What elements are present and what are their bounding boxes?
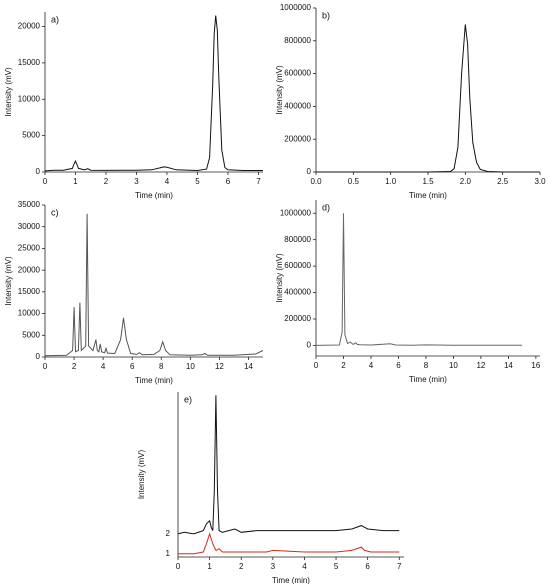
y-tick-label: 30000 — [18, 222, 41, 231]
trace — [315, 213, 523, 346]
x-tick-label: 0.5 — [348, 177, 360, 186]
y-tick-label: 600000 — [284, 69, 311, 78]
x-tick-label: 3 — [134, 177, 139, 186]
x-tick-label: 8 — [159, 362, 164, 371]
x-tick-label: 5 — [334, 562, 339, 571]
x-tick-label: 6 — [396, 361, 401, 370]
x-tick-label: 0 — [43, 177, 48, 186]
trace — [178, 532, 400, 555]
y-tick-label: 1000000 — [280, 208, 312, 217]
x-tick-label: 3 — [271, 562, 276, 571]
y-axis-label: Intensity (mV) — [4, 67, 13, 117]
x-axis-label: Time (min) — [272, 576, 310, 584]
x-tick-label: 2.0 — [460, 177, 472, 186]
y-tick-label: 25000 — [18, 244, 41, 253]
x-tick-label: 14 — [244, 362, 253, 371]
x-tick-label: 1.0 — [385, 177, 397, 186]
x-tick-label: 2 — [341, 361, 346, 370]
y-tick-label: 5000 — [22, 131, 40, 140]
y-tick-label: 5000 — [22, 330, 40, 339]
x-tick-label: 6 — [130, 362, 135, 371]
y-tick-label: 400000 — [284, 288, 311, 297]
x-tick-label: 2 — [72, 362, 77, 371]
y-tick-label: 15000 — [18, 58, 41, 67]
y-axis-label: Intensity (mV) — [275, 65, 284, 115]
x-tick-label: 10 — [449, 361, 458, 370]
x-tick-label: 4 — [101, 362, 106, 371]
y-tick-label: 0 — [307, 341, 312, 350]
x-axis-label: Time (min) — [135, 191, 173, 200]
x-axis-label: Time (min) — [409, 375, 447, 384]
x-tick-label: 2.5 — [497, 177, 509, 186]
x-tick-label: 3.0 — [534, 177, 546, 186]
series-label: 1 — [166, 549, 171, 558]
trace — [44, 213, 264, 357]
x-tick-label: 8 — [424, 361, 429, 370]
x-tick-label: 4 — [369, 361, 374, 370]
y-tick-label: 200000 — [284, 134, 311, 143]
y-tick-label: 200000 — [284, 314, 311, 323]
x-tick-label: 1 — [207, 562, 212, 571]
y-tick-label: 0 — [36, 167, 41, 176]
y-axis-label: Intensity (mV) — [137, 449, 146, 499]
x-tick-label: 2 — [239, 562, 244, 571]
y-tick-label: 20000 — [18, 22, 41, 31]
y-tick-label: 35000 — [18, 200, 41, 209]
y-tick-label: 10000 — [18, 309, 41, 318]
x-axis-label: Time (min) — [409, 191, 447, 200]
x-tick-label: 0 — [314, 361, 319, 370]
panel-label: a) — [51, 14, 59, 24]
y-tick-label: 600000 — [284, 261, 311, 270]
panel-label: c) — [51, 207, 59, 217]
x-tick-label: 0 — [43, 362, 48, 371]
series-label: 2 — [166, 529, 171, 538]
y-tick-label: 10000 — [18, 94, 41, 103]
y-tick-label: 0 — [307, 167, 312, 176]
x-tick-label: 14 — [504, 361, 513, 370]
y-tick-label: 20000 — [18, 265, 41, 274]
x-tick-label: 1.5 — [422, 177, 434, 186]
y-tick-label: 1000000 — [280, 3, 312, 12]
panel-label: d) — [322, 202, 330, 212]
y-tick-label: 800000 — [284, 235, 311, 244]
x-tick-label: 10 — [186, 362, 195, 371]
x-tick-label: 0 — [176, 562, 181, 571]
x-tick-label: 16 — [531, 361, 540, 370]
x-tick-label: 6 — [365, 562, 370, 571]
y-axis-label: Intensity (mV) — [4, 256, 13, 306]
x-tick-label: 12 — [476, 361, 485, 370]
x-tick-label: 4 — [302, 562, 307, 571]
x-tick-label: 5 — [195, 177, 200, 186]
x-tick-label: 12 — [215, 362, 224, 371]
y-axis-label: Intensity (mV) — [275, 253, 284, 303]
trace — [177, 395, 400, 535]
x-tick-label: 6 — [226, 177, 231, 186]
x-tick-label: 7 — [256, 177, 261, 186]
panel-label: e) — [184, 394, 192, 404]
x-tick-label: 2 — [104, 177, 109, 186]
y-tick-label: 0 — [36, 352, 41, 361]
trace — [316, 24, 540, 173]
y-tick-label: 400000 — [284, 102, 311, 111]
x-axis-label: Time (min) — [135, 376, 173, 385]
x-tick-label: 4 — [165, 177, 170, 186]
panel-label: b) — [322, 10, 330, 20]
x-tick-label: 7 — [397, 562, 402, 571]
x-tick-label: 0.0 — [310, 177, 322, 186]
trace — [44, 15, 263, 172]
y-tick-label: 15000 — [18, 287, 41, 296]
x-tick-label: 1 — [73, 177, 78, 186]
y-tick-label: 800000 — [284, 36, 311, 45]
